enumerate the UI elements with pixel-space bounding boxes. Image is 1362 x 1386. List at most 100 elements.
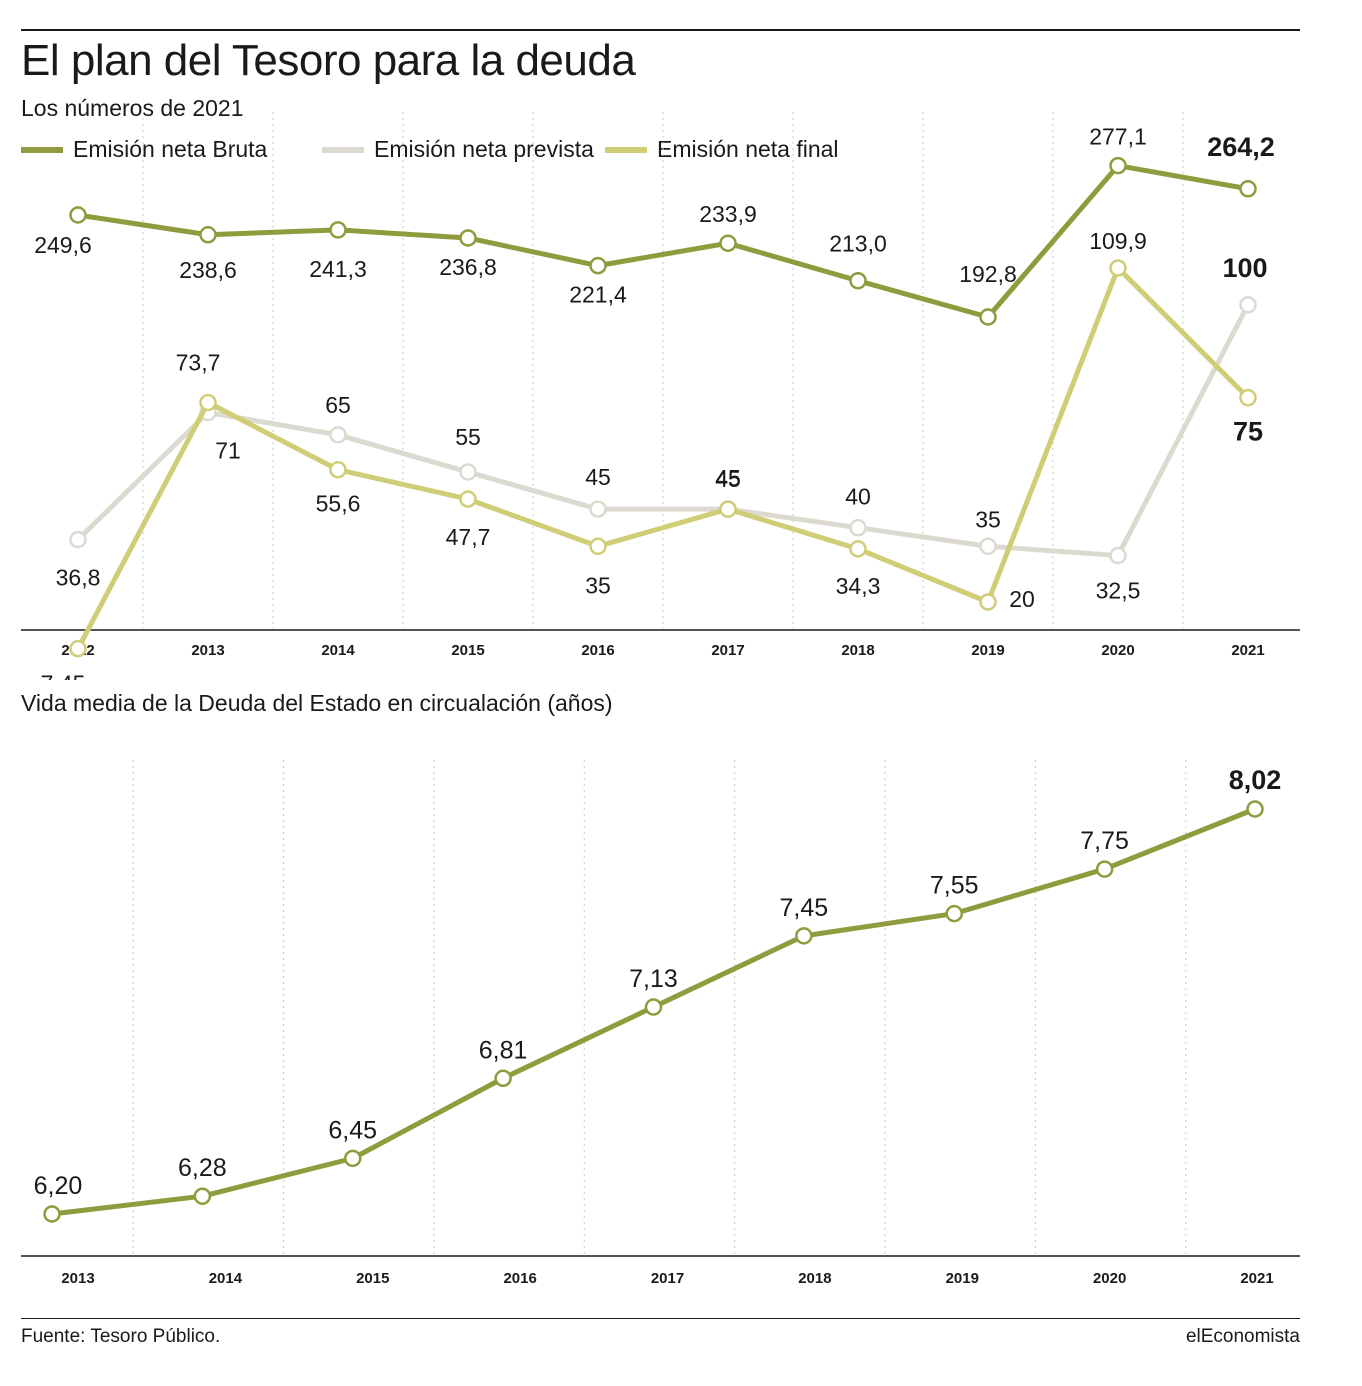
data-point xyxy=(1095,860,1114,878)
data-point xyxy=(1246,800,1264,818)
data-label: 71 xyxy=(215,438,241,464)
data-label: 7,45 xyxy=(41,671,86,680)
series-line-0 xyxy=(77,163,1249,320)
x-tick-label: 2020 xyxy=(1101,642,1134,659)
legend-swatch-final xyxy=(605,146,647,153)
data-label: 65 xyxy=(325,392,351,418)
data-label: 75 xyxy=(1233,417,1263,447)
data-label: 45 xyxy=(715,465,741,491)
legend-swatch-prevista xyxy=(322,146,364,153)
data-label: 6,81 xyxy=(479,1036,528,1064)
data-label: 238,6 xyxy=(179,257,237,283)
data-label: 47,7 xyxy=(446,524,491,550)
data-point xyxy=(1239,180,1257,198)
top-rule xyxy=(21,29,1300,31)
legend-item-final: Emisión neta final xyxy=(605,136,839,163)
x-tick-label: 2016 xyxy=(503,1270,536,1287)
x-tick-label: 2021 xyxy=(1231,642,1264,659)
data-label: 45 xyxy=(585,464,611,490)
data-point xyxy=(459,490,477,508)
data-point xyxy=(329,460,347,479)
data-point xyxy=(849,540,867,558)
data-point xyxy=(849,518,867,537)
data-point xyxy=(69,639,87,658)
data-point xyxy=(199,226,217,244)
data-label: 233,9 xyxy=(699,201,757,227)
data-point xyxy=(1109,546,1127,565)
data-label: 221,4 xyxy=(569,282,627,308)
data-label: 249,6 xyxy=(34,232,92,258)
data-label: 192,8 xyxy=(959,261,1017,287)
data-label: 6,20 xyxy=(34,1172,83,1200)
x-tick-label: 2014 xyxy=(321,642,355,659)
data-label: 7,75 xyxy=(1080,827,1129,855)
emissions-line-chart: 2012201320142015201620172018201920202021… xyxy=(21,112,1300,680)
data-point xyxy=(1239,388,1257,407)
data-point xyxy=(589,500,607,518)
data-label: 34,3 xyxy=(836,573,881,599)
data-point xyxy=(979,308,997,326)
data-point xyxy=(979,537,997,556)
data-label: 109,9 xyxy=(1089,228,1147,254)
data-label: 45 xyxy=(715,466,741,492)
brand-name: elEconomista xyxy=(1185,1326,1300,1347)
data-point xyxy=(1239,296,1257,314)
legend-item-bruta: Emisión neta Bruta xyxy=(21,136,267,163)
data-label: 241,3 xyxy=(309,256,367,282)
x-tick-label: 2013 xyxy=(191,642,224,659)
data-label: 55 xyxy=(455,424,481,450)
data-label: 6,45 xyxy=(328,1116,377,1144)
data-label: 213,0 xyxy=(829,231,887,257)
data-point xyxy=(1109,259,1127,277)
x-tick-label: 2016 xyxy=(581,642,614,659)
data-point xyxy=(945,904,963,923)
data-label: 20 xyxy=(1009,586,1035,612)
bottom-rule xyxy=(21,1318,1300,1319)
source-note: Fuente: Tesoro Público. xyxy=(21,1326,221,1347)
legend-label-final: Emisión neta final xyxy=(657,136,839,162)
data-point xyxy=(719,500,737,518)
data-point xyxy=(1109,156,1127,175)
legend-swatch-bruta xyxy=(21,146,63,153)
data-point xyxy=(344,1149,362,1168)
chart-title: El plan del Tesoro para la deuda xyxy=(21,36,636,85)
data-label: 6,28 xyxy=(178,1154,227,1182)
x-tick-label: 2013 xyxy=(61,1270,94,1287)
data-point xyxy=(459,229,477,247)
series-line-2 xyxy=(75,265,1250,650)
x-tick-label: 2019 xyxy=(946,1270,979,1287)
data-label: 7,55 xyxy=(930,872,979,900)
data-label: 100 xyxy=(1222,253,1267,283)
data-point xyxy=(494,1069,512,1088)
data-label: 7,13 xyxy=(629,965,678,993)
data-point xyxy=(979,593,997,611)
data-point xyxy=(43,1205,61,1223)
data-point xyxy=(589,537,607,556)
data-label: 73,7 xyxy=(176,349,221,375)
data-label: 264,2 xyxy=(1207,132,1275,162)
legend-label-bruta: Emisión neta Bruta xyxy=(73,136,268,162)
data-point xyxy=(849,271,867,290)
average-life-line-chart: 2013 2014 2015 2016 2017 2018 2019 2020 2021 6,20… xyxy=(21,760,1300,1287)
chart-subtitle: Los números de 2021 xyxy=(21,95,244,121)
data-label: 8,02 xyxy=(1229,765,1282,795)
data-label: 35 xyxy=(975,506,1001,532)
data-point xyxy=(795,927,813,945)
chart2-title: Vida media de la Deuda del Estado en cir… xyxy=(21,690,613,716)
data-point xyxy=(644,998,663,1016)
data-label: 55,6 xyxy=(316,491,361,517)
data-point xyxy=(459,463,477,481)
x-tick-label: 2017 xyxy=(711,642,744,659)
x-tick-label: 2019 xyxy=(971,642,1004,659)
data-point xyxy=(329,221,347,239)
data-label: 7,45 xyxy=(780,894,829,922)
legend-item-prevista: Emisión neta prevista xyxy=(322,136,594,163)
data-point xyxy=(193,1187,212,1205)
data-point xyxy=(589,256,607,275)
x-tick-label: 2015 xyxy=(356,1270,389,1287)
data-label: 36,8 xyxy=(56,565,101,591)
data-point xyxy=(719,234,737,252)
x-tick-label: 2020 xyxy=(1093,1270,1126,1287)
data-label: 32,5 xyxy=(1096,578,1141,604)
x-tick-label: 2018 xyxy=(841,642,874,659)
